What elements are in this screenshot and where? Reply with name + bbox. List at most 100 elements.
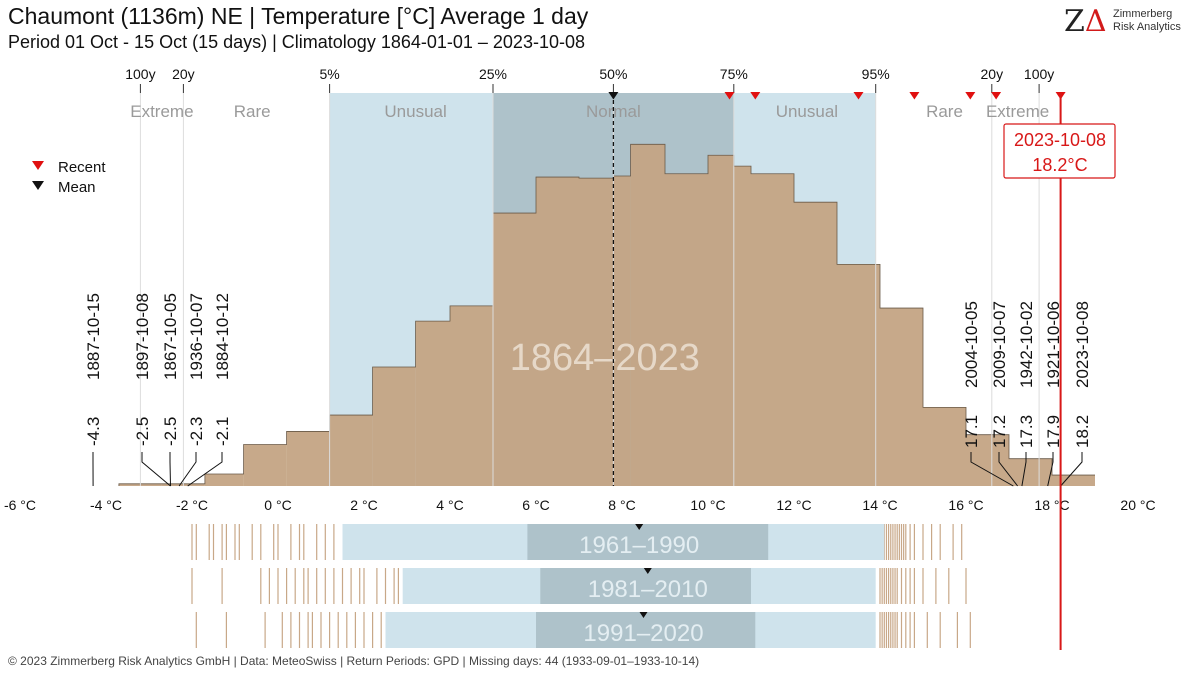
recent-marker bbox=[909, 92, 920, 100]
percentile-label: 20y bbox=[981, 66, 1004, 82]
histogram: 1864–2023 bbox=[118, 143, 1095, 487]
histogram-bar bbox=[923, 407, 966, 486]
percentile-bands bbox=[329, 93, 876, 486]
logo-line-1: Zimmerberg bbox=[1113, 8, 1173, 20]
climatology-period-label: 1981–2010 bbox=[588, 576, 708, 603]
category-label: Rare bbox=[234, 102, 271, 121]
legend-mean-marker bbox=[32, 181, 44, 190]
histogram-bar bbox=[837, 264, 880, 486]
extreme-leader-line bbox=[1060, 452, 1083, 487]
x-tick-label: -4 °C bbox=[90, 497, 122, 513]
x-tick-label: 10 °C bbox=[690, 497, 725, 513]
histogram-bar bbox=[1009, 458, 1052, 486]
climatology-unusual-band bbox=[402, 568, 876, 604]
chart-title: Chaumont (1136m) NE | Temperature [°C] A… bbox=[8, 3, 589, 29]
extreme-date-label: 1884-10-12 bbox=[213, 293, 232, 380]
x-tick-label: 0 °C bbox=[264, 497, 291, 513]
extreme-value-label: 17.1 bbox=[962, 415, 981, 448]
company-logo: ZΔ Zimmerberg Risk Analytics bbox=[1064, 5, 1194, 41]
extreme-date-label: 1921-10-06 bbox=[1044, 301, 1063, 388]
extreme-value-label: 18.2 bbox=[1073, 415, 1092, 448]
x-tick-label: -2 °C bbox=[176, 497, 208, 513]
climatology-mean-marker bbox=[643, 568, 652, 574]
histogram-bar bbox=[204, 473, 244, 486]
x-tick-label: 2 °C bbox=[350, 497, 377, 513]
extreme-date-label: 1887-10-15 bbox=[84, 293, 103, 380]
recent-marker bbox=[750, 92, 761, 100]
logo-line-2: Risk Analytics bbox=[1113, 21, 1181, 33]
histogram-bar bbox=[329, 415, 373, 486]
histogram-bar bbox=[966, 434, 1009, 486]
histogram-bar bbox=[1052, 475, 1095, 486]
highlight-box bbox=[1003, 123, 1116, 179]
x-axis: -6 °C -4 °C -2 °C 0 °C 2 °C 4 °C 6 °C 8 °C 10 °C… bbox=[4, 497, 1156, 513]
percentile-label: 75% bbox=[720, 66, 748, 82]
extreme-value-label: -2.5 bbox=[133, 417, 152, 446]
climatology-normal-band bbox=[536, 612, 756, 648]
legend: Recent Mean bbox=[32, 159, 106, 196]
logo-mark: ZΔ bbox=[1064, 4, 1107, 39]
histogram-bar bbox=[880, 308, 923, 486]
histogram-bar bbox=[630, 144, 665, 486]
climatology-strips: 1961–1990 1981–2010 1991–2020 bbox=[191, 524, 971, 648]
histogram-bar bbox=[794, 202, 837, 486]
percentile-labels: 100y 20y 5% 25% 50% 75% 95% 20y 100y Extreme Rare U… bbox=[125, 66, 1054, 121]
histogram-bar bbox=[372, 367, 416, 486]
extreme-value-label: -2.5 bbox=[161, 417, 180, 446]
x-tick-label: 12 °C bbox=[776, 497, 811, 513]
extreme-value-label: -2.1 bbox=[213, 417, 232, 446]
histogram-bar bbox=[613, 175, 631, 486]
footer-credits: © 2023 Zimmerberg Risk Analytics GmbH | … bbox=[8, 654, 700, 668]
extreme-date-label: 2009-10-07 bbox=[990, 301, 1009, 388]
highlight-date: 2023-10-08 bbox=[1014, 130, 1106, 150]
category-label: Normal bbox=[586, 102, 641, 121]
extreme-leader-line bbox=[169, 452, 171, 487]
category-label: Unusual bbox=[384, 102, 446, 121]
legend-recent-marker bbox=[32, 161, 44, 170]
percentile-lines bbox=[139, 93, 1040, 486]
climatology-unusual-band bbox=[342, 524, 885, 560]
highlight-value: 18.2°C bbox=[1032, 155, 1087, 175]
climatology-period-label: 1961–1990 bbox=[579, 532, 699, 559]
histogram-bar bbox=[286, 431, 330, 486]
percentile-label: 25% bbox=[479, 66, 507, 82]
category-label: Unusual bbox=[776, 102, 838, 121]
histogram-bar bbox=[450, 305, 493, 486]
histogram-bar bbox=[415, 321, 450, 486]
extreme-leader-line bbox=[1047, 452, 1054, 487]
climatology-unusual-band bbox=[385, 612, 876, 648]
climatology-normal-band bbox=[527, 524, 769, 560]
percentile-label: 95% bbox=[862, 66, 890, 82]
category-label: Rare bbox=[926, 102, 963, 121]
normal-band bbox=[493, 93, 734, 486]
extreme-value-label: 17.2 bbox=[990, 415, 1009, 448]
category-label: Extreme bbox=[986, 102, 1049, 121]
percentile-label: 50% bbox=[599, 66, 627, 82]
recent-marker bbox=[1055, 92, 1066, 100]
extreme-date-label: 2004-10-05 bbox=[962, 301, 981, 388]
chart-subtitle: Period 01 Oct - 15 Oct (15 days) | Clima… bbox=[8, 32, 585, 52]
climatology-mean-marker bbox=[639, 612, 648, 618]
x-tick-label: 18 °C bbox=[1034, 497, 1069, 513]
extreme-date-label: 1936-10-07 bbox=[187, 293, 206, 380]
percentile-label: 100y bbox=[1024, 66, 1054, 82]
extreme-leader-line bbox=[1021, 452, 1027, 487]
percentile-label: 100y bbox=[125, 66, 155, 82]
extreme-date-label: 1942-10-02 bbox=[1017, 301, 1036, 388]
x-tick-label: -6 °C bbox=[4, 497, 36, 513]
extreme-date-label: 2023-10-08 bbox=[1073, 301, 1092, 388]
highlight-annotation: 2023-10-08 18.2°C bbox=[1003, 93, 1116, 650]
recent-marker bbox=[965, 92, 976, 100]
legend-mean-label: Mean bbox=[58, 179, 96, 196]
period-label: 1864–2023 bbox=[510, 337, 700, 379]
climatology-period-label: 1991–2020 bbox=[583, 620, 703, 647]
extreme-value-label: -2.3 bbox=[187, 417, 206, 446]
extreme-leader-line bbox=[970, 452, 1014, 487]
extreme-value-label: 17.9 bbox=[1044, 415, 1063, 448]
climatology-mean-marker bbox=[635, 524, 644, 530]
recent-marker bbox=[991, 92, 1002, 100]
histogram-bar bbox=[665, 173, 708, 487]
extreme-leader-line bbox=[141, 452, 171, 487]
x-tick-label: 14 °C bbox=[862, 497, 897, 513]
histogram-bar bbox=[708, 155, 734, 486]
